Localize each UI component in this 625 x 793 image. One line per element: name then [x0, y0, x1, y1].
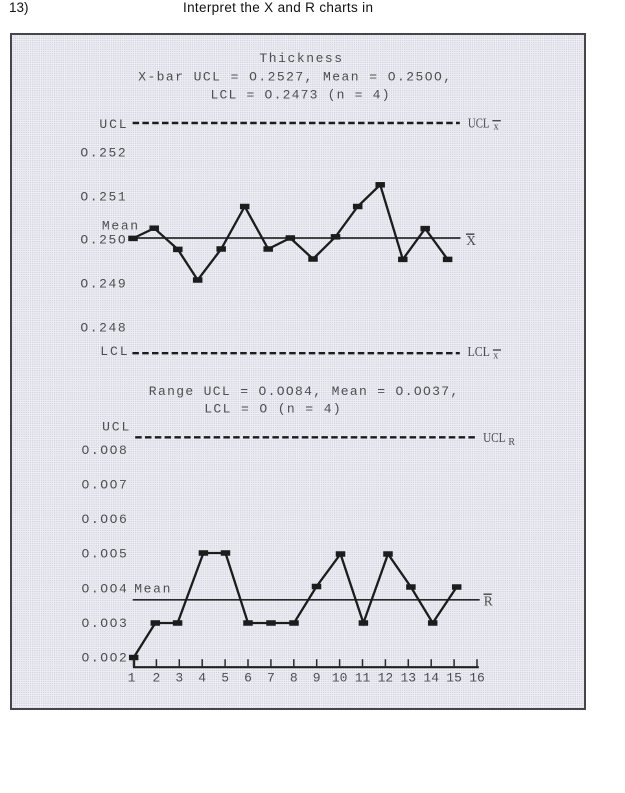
svg-text:O.OO3: O.OO3: [82, 616, 127, 631]
svg-text:O.252: O.252: [80, 145, 125, 160]
svg-text:O.OO5: O.OO5: [82, 547, 127, 562]
svg-text:5: 5: [221, 670, 229, 685]
svg-text:3: 3: [175, 670, 183, 685]
svg-text:LCL = O (n = 4): LCL = O (n = 4): [204, 402, 341, 417]
svg-text:16: 16: [469, 670, 485, 685]
svg-text:9: 9: [313, 670, 321, 685]
svg-text:UCL: UCL: [99, 117, 126, 132]
svg-text:O.25O: O.25O: [80, 233, 125, 248]
svg-text:O.248: O.248: [80, 320, 125, 335]
svg-text:8: 8: [290, 670, 298, 685]
svg-text:O.OO6: O.OO6: [82, 512, 127, 527]
svg-text:1: 1: [128, 670, 136, 685]
svg-text:2: 2: [152, 670, 160, 685]
svg-text:O.OO2: O.OO2: [82, 650, 127, 665]
svg-text:UCL: UCL: [468, 115, 490, 130]
svg-text:7: 7: [267, 670, 275, 685]
svg-text:x: x: [494, 122, 499, 133]
svg-text:LCL: LCL: [468, 344, 490, 359]
svg-text:R: R: [484, 594, 493, 609]
svg-text:O.249: O.249: [80, 277, 125, 292]
svg-text:O.OO7: O.OO7: [82, 478, 127, 493]
svg-text:11: 11: [355, 670, 371, 685]
svg-text:O.OO4: O.OO4: [82, 581, 127, 596]
svg-text:Mean: Mean: [134, 581, 170, 596]
svg-text:LCL: LCL: [100, 344, 127, 359]
svg-text:R: R: [508, 437, 515, 448]
svg-text:LCL = O.2473 (n = 4): LCL = O.2473 (n = 4): [211, 88, 390, 103]
svg-text:X: X: [466, 233, 476, 248]
svg-text:Thickness: Thickness: [259, 51, 342, 66]
svg-text:10: 10: [332, 670, 348, 685]
svg-text:X-bar UCL = O.2527, Mean = O.2: X-bar UCL = O.2527, Mean = O.25OO,: [138, 69, 451, 84]
svg-text:UCL: UCL: [483, 430, 505, 445]
svg-text:14: 14: [423, 670, 439, 685]
svg-text:12: 12: [378, 670, 394, 685]
svg-text:6: 6: [244, 670, 252, 685]
svg-text:x: x: [493, 351, 498, 362]
svg-text:Mean: Mean: [102, 218, 138, 233]
svg-text:15: 15: [446, 670, 462, 685]
svg-text:13: 13: [400, 670, 416, 685]
svg-text:O.251: O.251: [80, 190, 125, 205]
svg-text:4: 4: [198, 670, 206, 685]
svg-text:O.OO8: O.OO8: [82, 443, 127, 458]
svg-text:UCL: UCL: [102, 420, 129, 435]
svg-text:Range UCL = O.OO84, Mean = O.O: Range UCL = O.OO84, Mean = O.OO37,: [149, 384, 458, 399]
